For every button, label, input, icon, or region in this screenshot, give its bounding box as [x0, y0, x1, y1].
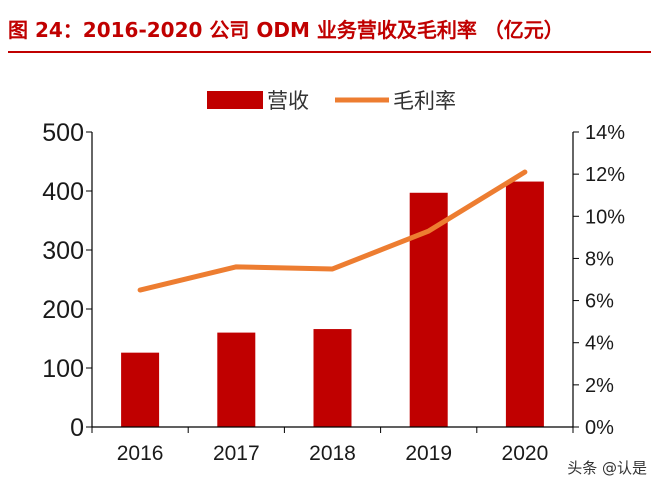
y-right-tick-label: 8%	[585, 248, 614, 270]
y-right-tick-label: 6%	[585, 291, 614, 313]
bar-2018	[313, 329, 352, 427]
y-right-tick-label: 12%	[585, 164, 625, 186]
y-left-tick-label: 300	[42, 237, 84, 265]
bar-2019	[409, 192, 448, 427]
y-right-tick-label: 4%	[585, 333, 614, 355]
x-tick-label: 2016	[117, 442, 164, 465]
gross-margin-line	[137, 169, 528, 293]
y-right-tick-label: 0%	[585, 417, 614, 439]
legend-label-margin: 毛利率	[393, 89, 456, 113]
watermark: 头条 @认是	[567, 459, 647, 477]
legend-label-revenue: 营收	[267, 89, 309, 113]
x-tick-label: 2017	[213, 442, 260, 465]
y-left-tick-label: 400	[42, 178, 84, 206]
legend: 营收 毛利率	[207, 89, 456, 113]
y-left-tick-label: 500	[42, 119, 84, 147]
legend-swatch-revenue	[207, 91, 263, 109]
y-right-tick-label: 14%	[585, 122, 625, 144]
y-left-tick-label: 0	[70, 414, 84, 442]
chart-title: 图 24：2016-2020 公司 ODM 业务营收及毛利率 （亿元）	[8, 14, 651, 53]
y-right-tick-label: 10%	[585, 206, 625, 228]
line-series	[137, 169, 528, 293]
bar-series	[121, 181, 544, 427]
y-left-tick-label: 100	[42, 355, 84, 383]
y-left-tick-label: 200	[42, 296, 84, 324]
axes	[86, 131, 579, 433]
bar-2020	[505, 181, 544, 427]
tick-labels: 0 100 200 300 400 500 0% 2% 4% 6% 8% 10% 12% 14% 2016 2…	[42, 119, 625, 465]
y-right-tick-label: 2%	[585, 375, 614, 397]
x-tick-label: 2020	[502, 442, 549, 465]
bar-2017	[217, 332, 256, 427]
x-tick-label: 2019	[405, 442, 452, 465]
x-tick-label: 2018	[309, 442, 356, 465]
bar-2016	[121, 352, 160, 427]
